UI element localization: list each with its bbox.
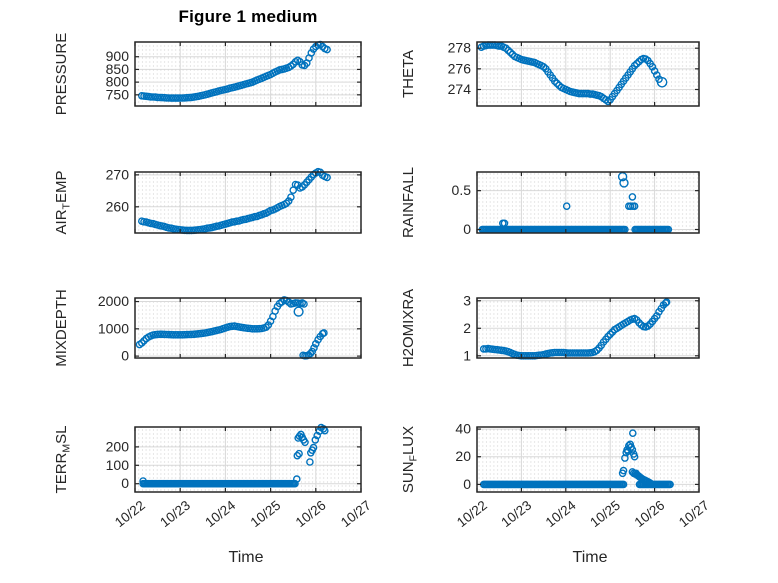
y-tick-label: 100 bbox=[106, 457, 130, 473]
x-axis-label-right: Time bbox=[572, 549, 608, 566]
y-axis-label-pressure: PRESSURE bbox=[53, 33, 70, 116]
y-axis-label-h2omixra: H2OMIXRA bbox=[400, 289, 417, 367]
y-tick-label: 0 bbox=[121, 348, 129, 364]
x-tick-label: 10/24 bbox=[543, 497, 579, 530]
subplot-mixdepth: 0 1000 2000 MIXDEPTH bbox=[53, 289, 362, 367]
x-tick-label: 10/25 bbox=[587, 498, 623, 531]
figure-title: Figure 1 medium bbox=[178, 7, 318, 26]
x-axis-label-left: Time bbox=[228, 549, 264, 566]
y-axis-label-theta: THETA bbox=[400, 50, 417, 98]
x-tick-label: 10/26 bbox=[293, 498, 329, 531]
y-tick-label: 1 bbox=[463, 347, 471, 363]
y-axis-label-airtemp: AIRTEMP bbox=[53, 171, 73, 235]
subplot-airtemp: 260 270 AIRTEMP bbox=[53, 166, 362, 235]
y-tick-label: 20 bbox=[455, 448, 471, 464]
scatter-series-theta bbox=[477, 41, 668, 106]
subplot-h2omixra: 1 2 3 H2OMIXRA bbox=[400, 289, 700, 367]
scatter-series-sun_flux bbox=[479, 429, 674, 489]
y-axis-label-mixdepth: MIXDEPTH bbox=[53, 289, 70, 367]
y-tick-label: 3 bbox=[463, 292, 471, 308]
minor-grid bbox=[136, 173, 360, 232]
x-tick-label: 10/24 bbox=[202, 497, 238, 530]
axes-box bbox=[476, 41, 700, 107]
y-tick-label: 850 bbox=[106, 61, 130, 77]
y-tick-label: 0 bbox=[463, 476, 471, 492]
y-tick-label: 800 bbox=[106, 74, 130, 90]
y-tick-label: 200 bbox=[106, 438, 130, 454]
x-tick-label: 10/23 bbox=[498, 498, 534, 531]
subplot-terr_msl: 0 100 200 TERRMSL 10/22 10/23 10/24 10/25 10/26 1… bbox=[53, 423, 374, 531]
y-tick-label: 2000 bbox=[98, 293, 129, 309]
subplot-sun_flux: 0 20 40 SUNFLUX 10/22 10/23 10/24 10/25 10/26 10/… bbox=[400, 421, 712, 531]
axes-box bbox=[134, 297, 362, 359]
minor-grid bbox=[136, 299, 360, 357]
x-tick-label: 10/22 bbox=[112, 498, 148, 531]
y-tick-label: 0 bbox=[121, 475, 129, 491]
y-tick-label: 278 bbox=[448, 40, 472, 56]
y-tick-label: 276 bbox=[448, 60, 472, 76]
x-tick-label: 10/23 bbox=[157, 498, 193, 531]
subplot-theta: 274 276 278 THETA bbox=[400, 40, 700, 107]
y-tick-label: 900 bbox=[106, 48, 130, 64]
axes-box bbox=[476, 426, 700, 493]
scatter-series-h2omixra bbox=[479, 298, 671, 360]
y-tick-label: 274 bbox=[448, 81, 472, 97]
axes-box bbox=[134, 171, 362, 234]
scatter-series-terr_msl bbox=[139, 423, 329, 488]
y-tick-label: 0 bbox=[463, 221, 471, 237]
y-tick-label: 750 bbox=[106, 86, 130, 102]
axes-box bbox=[476, 171, 700, 234]
x-tick-label: 10/22 bbox=[454, 498, 490, 531]
x-tick-label: 10/27 bbox=[676, 498, 712, 531]
x-tick-label: 10/27 bbox=[338, 498, 374, 531]
y-tick-label: 1000 bbox=[98, 320, 129, 336]
y-axis-label-terr_msl: TERRMSL bbox=[53, 426, 73, 494]
axes-box bbox=[476, 297, 700, 359]
minor-grid bbox=[478, 173, 698, 232]
axes-box bbox=[134, 426, 362, 493]
x-tick-label: 10/25 bbox=[248, 498, 284, 531]
y-tick-label: 2 bbox=[463, 320, 471, 336]
scatter-series-mixdepth bbox=[135, 296, 328, 360]
subplot-rainfall: 0 0.5 RAINFALL bbox=[400, 167, 700, 238]
y-tick-label: 40 bbox=[455, 421, 471, 437]
axes-box bbox=[134, 41, 362, 107]
y-tick-label: 260 bbox=[106, 198, 130, 214]
y-tick-label: 270 bbox=[106, 166, 130, 182]
minor-grid bbox=[478, 428, 698, 491]
x-tick-label: 10/26 bbox=[632, 498, 668, 531]
scatter-series-pressure bbox=[137, 40, 331, 102]
y-axis-label-rainfall: RAINFALL bbox=[400, 167, 417, 238]
y-axis-label-sun_flux: SUNFLUX bbox=[400, 426, 420, 493]
y-tick-label: 0.5 bbox=[452, 182, 472, 198]
